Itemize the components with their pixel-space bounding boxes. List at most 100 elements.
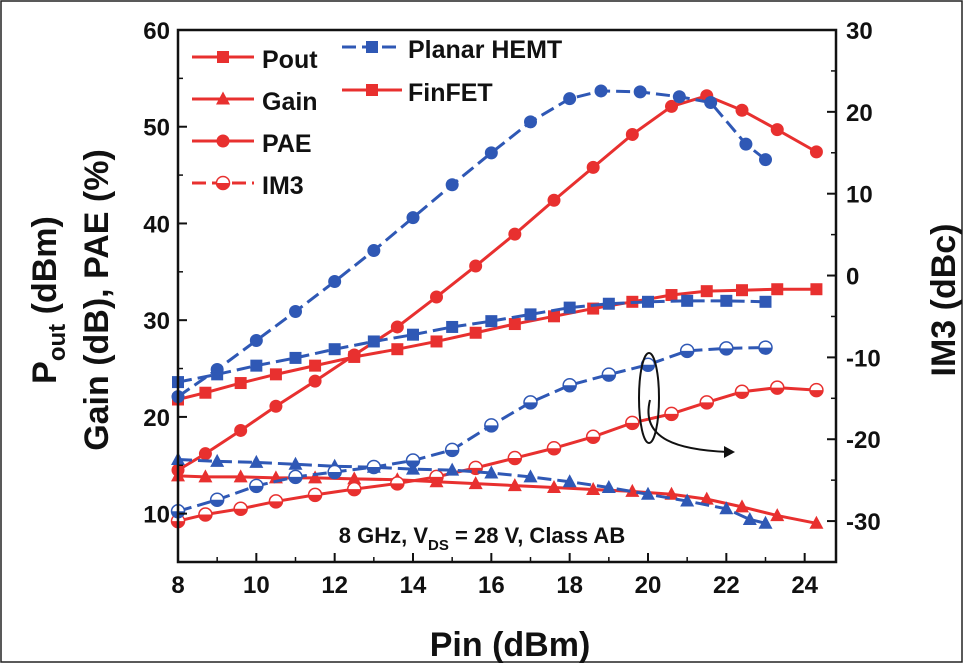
point-planar-hemt-pout <box>642 295 654 308</box>
point-planar-hemt-im3 <box>249 478 264 494</box>
point-finfet-im3 <box>585 429 601 445</box>
point-planar-hemt-pae <box>672 90 686 104</box>
point-planar-hemt-pae <box>367 244 381 258</box>
point-finfet-im3 <box>664 406 679 422</box>
series-line-planar-hemt-pae <box>177 89 767 398</box>
point-finfet-pout <box>508 318 521 331</box>
x-tick-label: 22 <box>713 572 740 599</box>
y-right-tick-label: -30 <box>846 509 881 536</box>
point-planar-hemt-im3 <box>209 492 225 508</box>
point-planar-hemt-pout <box>563 301 576 314</box>
point-finfet-im3 <box>507 450 523 466</box>
point-planar-hemt-pae <box>445 178 459 192</box>
point-planar-hemt-gain <box>288 456 303 470</box>
point-finfet-pout <box>234 377 247 390</box>
point-finfet-pae <box>269 399 283 413</box>
point-finfet-pout <box>269 368 282 381</box>
axes-layer: 8 10 12 14 16 18 20 22 24 10 20 30 40 50 60 -30 -20 -10 0 1… <box>143 18 880 599</box>
svg-text:IM3 (dBc): IM3 (dBc) <box>925 224 963 377</box>
series-finfet-pae <box>171 89 823 477</box>
y-left-title-line2: Gain (dB), PAE (%) <box>78 149 116 451</box>
legend-label-finfet: FinFET <box>408 79 493 107</box>
point-finfet-gain <box>586 481 601 495</box>
x-tick-label: 14 <box>400 572 427 599</box>
point-finfet-im3 <box>625 415 640 431</box>
point-planar-hemt-gain <box>445 462 460 476</box>
point-planar-hemt-im3 <box>405 453 421 468</box>
point-planar-hemt-gain <box>641 486 655 500</box>
y-left-tick-label: 60 <box>143 18 170 45</box>
point-planar-hemt-pae <box>406 211 420 225</box>
series-line-finfet-gain <box>177 474 817 525</box>
point-finfet-pout <box>810 283 823 296</box>
point-finfet-pae <box>234 423 248 437</box>
point-planar-hemt-im3 <box>444 442 460 458</box>
x-tick-label: 10 <box>243 572 270 599</box>
point-planar-hemt-gain <box>742 511 757 525</box>
point-planar-hemt-pout <box>681 294 694 307</box>
point-finfet-im3 <box>347 481 362 497</box>
point-planar-hemt-pout <box>367 335 380 348</box>
point-finfet-gain <box>735 499 749 513</box>
point-planar-hemt-pout <box>759 295 772 308</box>
point-planar-hemt-gain <box>484 465 499 479</box>
point-planar-hemt-im3 <box>327 464 342 480</box>
point-planar-hemt-pae <box>633 85 647 99</box>
legend-marker-device-1 <box>366 84 378 96</box>
point-finfet-pae <box>809 145 823 159</box>
point-planar-hemt-im3 <box>288 469 303 485</box>
point-finfet-pae <box>508 227 522 241</box>
point-finfet-gain <box>233 469 248 483</box>
point-planar-hemt-pae <box>289 304 302 318</box>
point-finfet-gain <box>347 471 362 485</box>
point-finfet-gain <box>198 469 213 483</box>
series-finfet-gain <box>171 468 824 529</box>
point-planar-hemt-im3 <box>601 367 617 382</box>
point-finfet-pae <box>308 374 322 388</box>
y-right-title: IM3 (dBc) <box>925 224 963 377</box>
point-finfet-pae <box>469 259 483 273</box>
y-right-tick-label: 20 <box>846 100 873 127</box>
y-right-tick-label: 0 <box>846 264 859 291</box>
point-finfet-pout <box>548 310 560 323</box>
point-finfet-pae <box>625 127 639 141</box>
point-finfet-pae <box>770 123 784 137</box>
point-finfet-im3 <box>809 382 824 398</box>
point-finfet-pout <box>309 359 322 372</box>
series-planar-hemt-gain <box>171 451 773 529</box>
point-planar-hemt-gain <box>719 501 734 515</box>
plot-frame <box>176 28 838 564</box>
point-planar-hemt-pout <box>289 351 302 364</box>
y-right-tick-label: -10 <box>846 345 881 372</box>
svg-text:Pout (dBm): Pout (dBm) <box>26 216 71 384</box>
point-finfet-gain <box>507 478 522 492</box>
legend: Pout Gain PAE IM3 Planar HEMT FinFET <box>192 36 562 200</box>
callout-arrowhead <box>724 446 735 458</box>
point-planar-hemt-pae <box>328 274 342 288</box>
y-left-tick-label: 10 <box>143 502 170 529</box>
point-finfet-pout <box>700 285 713 298</box>
point-planar-hemt-gain <box>523 469 538 483</box>
point-finfet-im3 <box>198 507 213 522</box>
point-planar-hemt-pout <box>328 343 341 356</box>
point-planar-hemt-im3 <box>523 395 538 410</box>
series-line-planar-hemt-pout <box>177 299 766 384</box>
point-finfet-im3 <box>233 501 248 517</box>
x-tick-label: 24 <box>791 572 818 599</box>
point-finfet-pout <box>430 335 443 348</box>
point-finfet-gain <box>809 515 824 529</box>
callout-arrow <box>647 399 729 453</box>
point-finfet-pout <box>771 283 784 296</box>
point-planar-hemt-gain <box>680 493 695 507</box>
point-planar-hemt-im3 <box>719 341 734 356</box>
point-planar-hemt-gain <box>249 454 264 468</box>
point-finfet-pae <box>735 103 749 117</box>
y-left-tick-label: 20 <box>143 405 170 432</box>
point-planar-hemt-gain <box>406 461 420 475</box>
point-planar-hemt-pae <box>484 146 498 160</box>
series-finfet-im3 <box>170 380 824 529</box>
point-planar-hemt-pae <box>739 137 753 151</box>
point-planar-hemt-im3 <box>679 343 695 359</box>
point-planar-hemt-im3 <box>758 340 773 355</box>
point-planar-hemt-gain <box>758 515 773 529</box>
